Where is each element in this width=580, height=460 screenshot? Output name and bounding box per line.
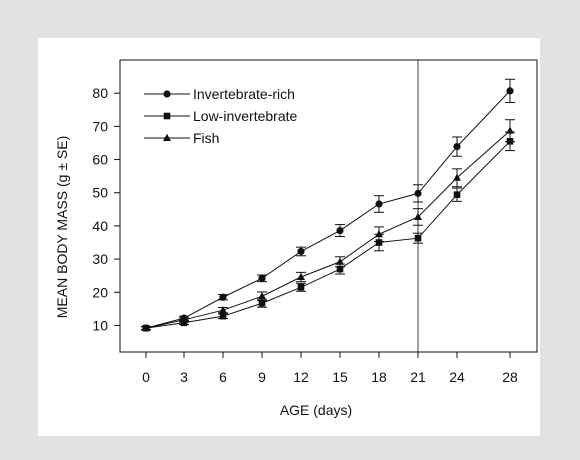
x-tick-label: 15	[332, 369, 348, 385]
y-tick-label: 30	[92, 251, 108, 267]
data-point	[375, 230, 383, 238]
legend-label: Fish	[193, 130, 219, 146]
y-tick-label: 50	[92, 185, 108, 201]
data-point	[375, 239, 383, 246]
data-point	[142, 323, 150, 332]
data-point	[414, 234, 422, 242]
data-point	[336, 265, 344, 273]
x-tick-label: 6	[219, 369, 227, 385]
x-tick-label: 18	[371, 369, 387, 385]
data-point	[219, 312, 227, 320]
data-point	[297, 272, 305, 281]
data-point	[453, 143, 461, 151]
x-tick-label: 0	[142, 369, 150, 385]
data-point	[297, 283, 305, 291]
x-tick-label: 9	[258, 369, 266, 385]
data-point	[180, 315, 188, 323]
legend-marker	[163, 133, 171, 141]
data-point	[336, 226, 344, 235]
x-tick-label: 28	[502, 369, 518, 385]
data-point	[297, 247, 305, 256]
x-tick-label: 24	[449, 369, 465, 385]
chart-card	[38, 38, 540, 436]
data-point	[506, 87, 514, 95]
data-point	[258, 274, 266, 282]
x-axis-label: AGE (days)	[280, 402, 352, 418]
legend-marker	[163, 112, 171, 120]
y-tick-label: 80	[92, 85, 108, 101]
x-tick-label: 12	[293, 369, 309, 385]
plot-frame	[119, 59, 538, 353]
data-point	[219, 293, 227, 301]
series-line-invertebrate-rich	[145, 90, 511, 329]
legend-label: Invertebrate-rich	[193, 86, 295, 102]
y-tick-label: 70	[92, 118, 108, 134]
y-tick-label: 60	[92, 152, 108, 168]
y-tick-label: 40	[92, 218, 108, 234]
data-point	[375, 200, 383, 208]
series-fish	[141, 119, 515, 332]
x-tick-label: 21	[410, 369, 426, 385]
legend-label: Low-invertebrate	[193, 108, 297, 124]
y-axis-label: MEAN BODY MASS (g ± SE)	[54, 136, 70, 318]
series-line-fish	[145, 130, 511, 329]
data-point	[453, 191, 461, 199]
data-point	[258, 299, 266, 307]
data-point	[506, 126, 514, 134]
data-point	[414, 189, 422, 197]
data-point	[414, 212, 422, 220]
data-point	[258, 292, 266, 300]
series-line-low-invertebrate	[145, 140, 511, 329]
legend-marker	[163, 90, 171, 98]
data-point	[219, 305, 227, 314]
data-point	[453, 173, 461, 181]
y-tick-label: 20	[92, 284, 108, 300]
y-tick-label: 10	[92, 317, 108, 333]
x-tick-label: 3	[180, 369, 188, 385]
data-point	[336, 257, 344, 265]
